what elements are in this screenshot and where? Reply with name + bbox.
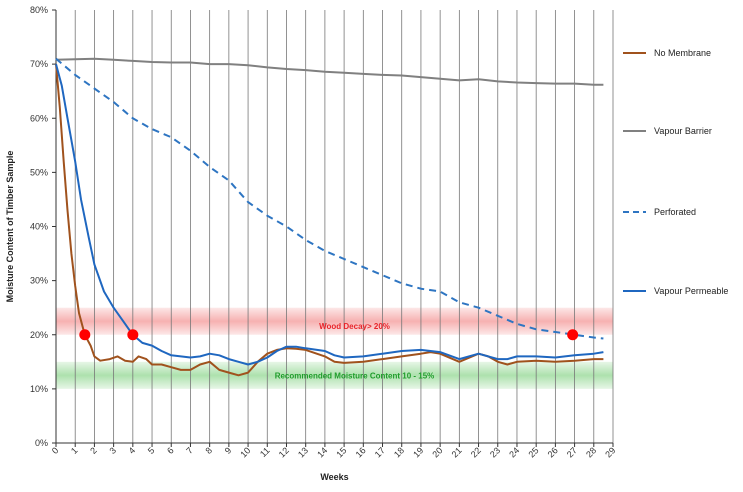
band-label-recommended-moisture: Recommended Moisture Content 10 - 15%: [275, 371, 435, 380]
x-tick-label: 28: [584, 445, 598, 459]
axes-layer: 0%10%20%30%40%50%60%70%80%0 1 2 3 4 5 6 7 8 9 10 11…: [30, 5, 617, 459]
legend-label-perforated: Perforated: [654, 207, 696, 217]
y-tick-label: 80%: [30, 5, 48, 15]
x-tick-label: 27: [565, 445, 579, 459]
series-layer: [55, 57, 604, 377]
x-tick-label: 3: [107, 445, 118, 456]
y-tick-label: 60%: [30, 113, 48, 123]
y-tick-label: 0%: [35, 438, 48, 448]
x-tick-label: 21: [450, 445, 464, 459]
band-1: [56, 361, 613, 389]
y-tick-label: 40%: [30, 222, 48, 232]
x-tick-label: 5: [146, 445, 157, 456]
series-line-vapour-permeable: [55, 63, 604, 366]
x-tick-label: 0: [50, 445, 61, 456]
legend-item-perforated: Perforated: [623, 207, 696, 217]
markers-layer: [79, 329, 579, 341]
x-tick-label: 29: [603, 445, 617, 459]
x-tick-label: 16: [354, 445, 368, 459]
x-tick-label: 26: [546, 445, 560, 459]
legend-item-no-membrane: No Membrane: [623, 48, 711, 58]
grid-layer: [74, 10, 614, 443]
legend-label-no-membrane: No Membrane: [654, 48, 711, 58]
x-tick-label: 25: [526, 445, 540, 459]
x-tick-label: 15: [334, 445, 348, 459]
y-tick-label: 50%: [30, 167, 48, 177]
series-line-vapour-barrier: [55, 57, 604, 86]
x-tick-label: 23: [488, 445, 502, 459]
x-tick-label: 17: [373, 445, 387, 459]
x-axis-title: Weeks: [320, 472, 348, 482]
x-tick-label: 8: [203, 445, 214, 456]
legend-item-vapour-barrier: Vapour Barrier: [623, 126, 712, 136]
band-0: [56, 307, 613, 335]
legend-label-vapour-permeable: Vapour Permeable: [654, 286, 728, 296]
bands-layer: [56, 307, 613, 389]
x-tick-label: 14: [315, 445, 329, 459]
x-tick-label: 13: [296, 445, 310, 459]
y-tick-label: 70%: [30, 59, 48, 69]
legend: No Membrane Vapour Barrier Perforated Va…: [623, 48, 728, 296]
threshold-marker: [127, 329, 139, 341]
x-tick-label: 11: [258, 445, 272, 459]
y-tick-label: 10%: [30, 384, 48, 394]
x-tick-label: 6: [165, 445, 176, 456]
band-label-wood-decay: Wood Decay> 20%: [319, 322, 390, 331]
series-line-perforated: [55, 57, 604, 340]
y-axis-title: Moisture Content of Timber Sample: [5, 151, 15, 303]
y-tick-label: 30%: [30, 276, 48, 286]
x-tick-label: 9: [223, 445, 234, 456]
x-tick-label: 20: [430, 445, 444, 459]
labels-layer: Wood Decay> 20% Recommended Moisture Con…: [5, 151, 434, 482]
x-tick-label: 24: [507, 445, 521, 459]
x-tick-label: 4: [127, 445, 138, 456]
threshold-marker: [79, 329, 91, 341]
x-tick-label: 7: [184, 445, 195, 456]
x-tick-label: 12: [277, 445, 291, 459]
legend-label-vapour-barrier: Vapour Barrier: [654, 126, 712, 136]
x-tick-label: 18: [392, 445, 406, 459]
x-tick-label: 1: [69, 445, 80, 456]
x-tick-label: 22: [469, 445, 483, 459]
x-tick-label: 2: [88, 445, 99, 456]
y-tick-label: 20%: [30, 330, 48, 340]
x-tick-label: 10: [238, 445, 252, 459]
threshold-marker: [567, 329, 579, 341]
legend-item-vapour-permeable: Vapour Permeable: [623, 286, 728, 296]
x-tick-label: 19: [411, 445, 425, 459]
